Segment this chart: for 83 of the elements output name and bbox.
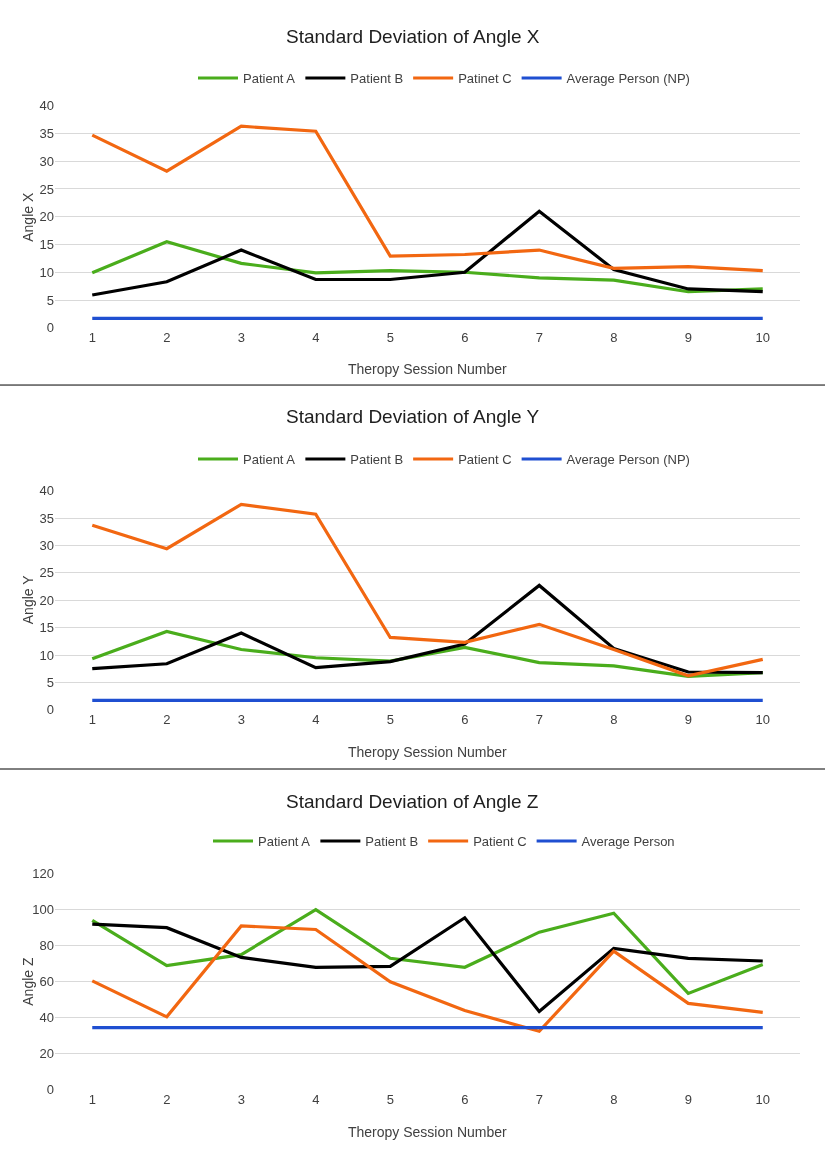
chart-title: Standard Deviation of Angle X (286, 26, 540, 47)
y-tick-label: 120 (32, 866, 54, 882)
y-tick-label: 15 (39, 237, 54, 253)
y-tick-label: 40 (39, 1010, 54, 1026)
y-tick-label: 30 (39, 153, 54, 169)
x-tick-label: 4 (312, 329, 320, 345)
legend-label: Patient B (350, 71, 404, 87)
y-tick-label: 30 (39, 537, 54, 553)
legend-label: Average Person (NP) (566, 452, 690, 468)
y-tick-label: 35 (39, 510, 54, 526)
x-tick-label: 4 (312, 711, 320, 727)
y-tick-label: 60 (39, 974, 54, 990)
y-tick-label: 0 (46, 1082, 54, 1098)
y-tick-label: 100 (32, 902, 54, 918)
line-series (90, 502, 765, 678)
legend-label: Patient A (258, 834, 311, 850)
y-tick-label: 10 (39, 264, 54, 280)
y-tick-label: 15 (39, 620, 54, 636)
legend-label: Average Person (NP) (566, 71, 690, 87)
x-tick-label: 10 (755, 711, 770, 727)
line-series (90, 583, 765, 675)
x-tick-label: 6 (461, 711, 469, 727)
chart-title: Standard Deviation of Angle Z (286, 791, 539, 812)
legend-label: Patient A (243, 71, 296, 87)
y-tick-label: 25 (39, 565, 54, 581)
legend-label: Average Person (581, 834, 675, 850)
x-tick-label: 1 (88, 329, 96, 345)
line-series (90, 908, 765, 996)
line-series (90, 924, 765, 1033)
x-tick-label: 5 (386, 329, 394, 345)
legend-label: Patinet C (458, 71, 512, 87)
x-axis-title: Theropy Session Number (348, 744, 508, 760)
x-tick-label: 1 (88, 711, 96, 727)
x-axis-title: Theropy Session Number (348, 361, 508, 377)
line-series (90, 916, 765, 1014)
x-tick-label: 10 (755, 329, 770, 345)
x-tick-label: 9 (684, 329, 692, 345)
y-tick-label: 25 (39, 181, 54, 197)
y-tick-label: 35 (39, 126, 54, 142)
x-tick-label: 3 (237, 711, 245, 727)
x-tick-label: 3 (237, 1091, 245, 1107)
x-tick-label: 9 (684, 711, 692, 727)
legend-label: Patient A (243, 452, 296, 468)
y-axis-title: Angle X (20, 192, 37, 242)
x-tick-label: 2 (163, 1091, 171, 1107)
legend-label: Patient C (458, 452, 512, 468)
y-axis-title: Angle Y (19, 574, 36, 625)
x-tick-label: 8 (610, 1091, 618, 1107)
x-tick-label: 6 (461, 329, 469, 345)
x-tick-label: 2 (163, 711, 171, 727)
x-tick-label: 5 (386, 711, 394, 727)
y-tick-label: 80 (39, 938, 54, 954)
y-tick-label: 20 (39, 1046, 54, 1062)
y-tick-label: 20 (39, 592, 54, 608)
y-tick-label: 10 (39, 647, 54, 663)
x-tick-label: 3 (237, 329, 245, 345)
x-tick-label: 7 (535, 711, 543, 727)
x-tick-label: 8 (610, 711, 618, 727)
x-tick-label: 7 (535, 329, 543, 345)
x-tick-label: 7 (535, 1091, 543, 1107)
line-series (90, 209, 765, 297)
y-tick-label: 0 (46, 702, 54, 718)
x-tick-label: 8 (610, 329, 618, 345)
y-axis-title: Angle Z (20, 957, 37, 1006)
line-series (90, 124, 765, 273)
x-tick-label: 2 (163, 329, 171, 345)
x-tick-label: 4 (312, 1091, 320, 1107)
legend-label: Patient B (350, 452, 404, 468)
y-tick-label: 5 (46, 292, 54, 308)
y-tick-label: 5 (46, 674, 54, 690)
x-tick-label: 10 (755, 1091, 770, 1107)
x-tick-label: 1 (88, 1091, 96, 1107)
x-tick-label: 9 (684, 1091, 692, 1107)
y-tick-label: 40 (39, 98, 54, 114)
y-tick-label: 0 (46, 320, 54, 336)
x-axis-title: Theropy Session Number (348, 1124, 508, 1140)
y-tick-label: 40 (39, 483, 54, 499)
x-tick-label: 5 (386, 1091, 394, 1107)
chart-title: Standard Deviation of Angle Y (286, 406, 540, 427)
legend-label: Patient B (365, 834, 419, 850)
x-tick-label: 6 (461, 1091, 469, 1107)
y-tick-label: 20 (39, 209, 54, 225)
legend-label: Patient C (473, 834, 527, 850)
